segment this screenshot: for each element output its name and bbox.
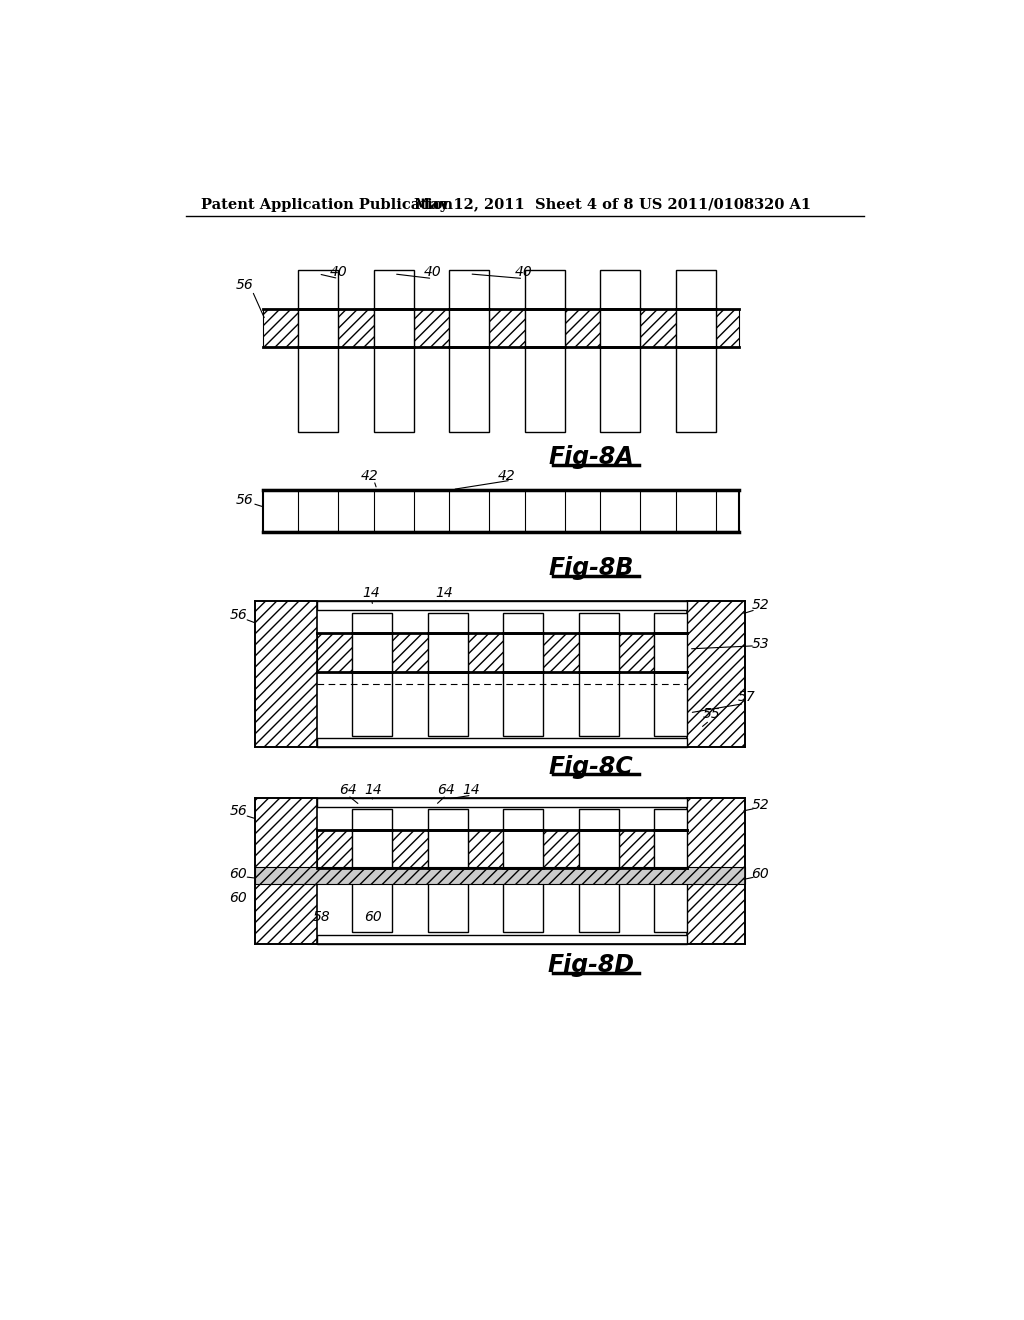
Text: 14: 14 xyxy=(435,586,453,601)
Text: 40: 40 xyxy=(330,265,347,280)
Bar xyxy=(352,809,392,932)
Bar xyxy=(579,612,618,737)
Bar xyxy=(503,612,544,737)
Bar xyxy=(450,271,489,432)
Bar xyxy=(339,309,374,347)
Text: 56: 56 xyxy=(236,279,253,293)
Bar xyxy=(316,601,687,610)
Bar xyxy=(255,601,316,747)
Bar xyxy=(263,490,739,532)
Bar xyxy=(600,490,640,532)
Bar xyxy=(298,490,339,532)
Bar xyxy=(263,309,739,347)
Text: 40: 40 xyxy=(514,265,532,280)
Bar xyxy=(640,490,676,532)
Bar xyxy=(316,634,352,672)
Text: Fig-8D: Fig-8D xyxy=(548,953,635,977)
Bar xyxy=(414,490,450,532)
Bar xyxy=(374,271,414,432)
Bar xyxy=(524,490,565,532)
Bar xyxy=(640,309,676,347)
Text: Fig-8C: Fig-8C xyxy=(549,755,634,779)
Text: 14: 14 xyxy=(365,783,382,797)
Bar xyxy=(687,601,745,747)
Text: 56: 56 xyxy=(236,492,253,507)
Bar xyxy=(374,490,414,532)
Text: 56: 56 xyxy=(229,609,247,622)
Text: 14: 14 xyxy=(362,586,381,601)
Bar xyxy=(618,830,654,869)
Text: 52: 52 xyxy=(752,799,769,812)
Text: 60: 60 xyxy=(365,909,382,924)
Text: Fig-8A: Fig-8A xyxy=(548,445,634,469)
Bar xyxy=(579,830,618,841)
Bar xyxy=(503,809,544,932)
Bar xyxy=(468,830,503,869)
Bar xyxy=(339,490,374,532)
Text: 60: 60 xyxy=(229,867,247,882)
Bar xyxy=(414,309,450,347)
Bar xyxy=(618,634,654,672)
Bar xyxy=(468,634,503,672)
Bar xyxy=(579,809,618,932)
Text: 60: 60 xyxy=(229,891,247,904)
Bar xyxy=(600,271,640,432)
Text: US 2011/0108320 A1: US 2011/0108320 A1 xyxy=(639,198,811,211)
Bar xyxy=(676,490,716,532)
Bar xyxy=(316,797,687,807)
Bar xyxy=(450,490,489,532)
Bar xyxy=(428,830,468,841)
Bar xyxy=(503,830,544,841)
Text: 52: 52 xyxy=(752,598,769,612)
Bar xyxy=(263,309,298,347)
Text: 53: 53 xyxy=(752,636,769,651)
Bar xyxy=(524,271,565,432)
Bar xyxy=(392,634,428,672)
Bar xyxy=(428,809,468,932)
Bar xyxy=(316,738,687,747)
Bar xyxy=(255,797,316,944)
Bar xyxy=(654,830,687,841)
Bar xyxy=(544,634,579,672)
Bar xyxy=(428,612,468,737)
Bar xyxy=(544,830,579,869)
Bar xyxy=(255,867,745,884)
Bar xyxy=(489,490,524,532)
Bar xyxy=(676,271,716,432)
Bar xyxy=(716,490,739,532)
Bar xyxy=(687,797,745,944)
Bar xyxy=(716,309,739,347)
Bar xyxy=(392,830,428,869)
Text: Patent Application Publication: Patent Application Publication xyxy=(202,198,454,211)
Text: 55: 55 xyxy=(703,708,721,721)
Text: 58: 58 xyxy=(312,909,331,924)
Bar xyxy=(316,935,687,944)
Text: 42: 42 xyxy=(498,469,515,483)
Bar xyxy=(489,309,524,347)
Text: 64: 64 xyxy=(437,783,455,797)
Bar xyxy=(263,490,298,532)
Bar xyxy=(565,309,600,347)
Text: 56: 56 xyxy=(229,804,247,818)
Text: 57: 57 xyxy=(737,690,756,705)
Text: 60: 60 xyxy=(752,867,769,882)
Bar xyxy=(352,612,392,737)
Text: 42: 42 xyxy=(360,469,378,483)
Bar xyxy=(298,271,339,432)
Text: 64: 64 xyxy=(339,783,356,797)
Text: Fig-8B: Fig-8B xyxy=(548,556,634,579)
Bar xyxy=(654,612,687,737)
Bar xyxy=(316,830,352,869)
Bar xyxy=(654,809,687,932)
Text: 14: 14 xyxy=(463,783,480,797)
Text: May 12, 2011  Sheet 4 of 8: May 12, 2011 Sheet 4 of 8 xyxy=(414,198,634,211)
Bar xyxy=(352,830,392,841)
Text: 40: 40 xyxy=(424,265,441,280)
Bar xyxy=(565,490,600,532)
